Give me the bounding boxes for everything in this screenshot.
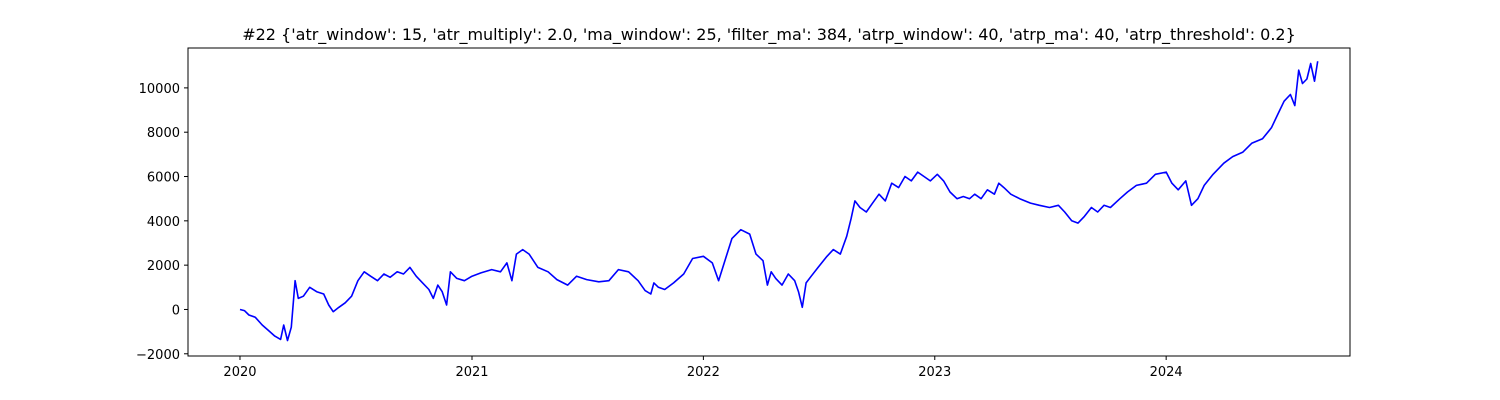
x-tick-label: 2023 — [918, 365, 951, 380]
x-tick-label: 2021 — [455, 365, 488, 380]
plot-area — [239, 61, 1319, 342]
y-tick-label: 6000 — [147, 171, 180, 186]
y-tick-label: −2000 — [136, 348, 180, 363]
series-line — [239, 61, 1319, 342]
x-axis: 2020 2021 2022 2023 2024 — [223, 356, 1183, 380]
y-tick-label: 2000 — [147, 259, 180, 274]
x-tick-label: 2020 — [223, 365, 256, 380]
chart-title: #22 {'atr_window': 15, 'atr_multiply': 2… — [242, 25, 1296, 45]
plot-frame — [187, 47, 1351, 357]
x-tick-label: 2024 — [1150, 365, 1183, 380]
x-tick-label: 2022 — [687, 365, 720, 380]
y-tick-label: 4000 — [147, 215, 180, 230]
y-tick-label: 8000 — [147, 126, 180, 141]
y-axis: −2000 0 2000 4000 6000 8000 10000 — [136, 82, 188, 363]
y-tick-label: 0 — [172, 303, 180, 318]
y-tick-label: 10000 — [139, 82, 180, 97]
